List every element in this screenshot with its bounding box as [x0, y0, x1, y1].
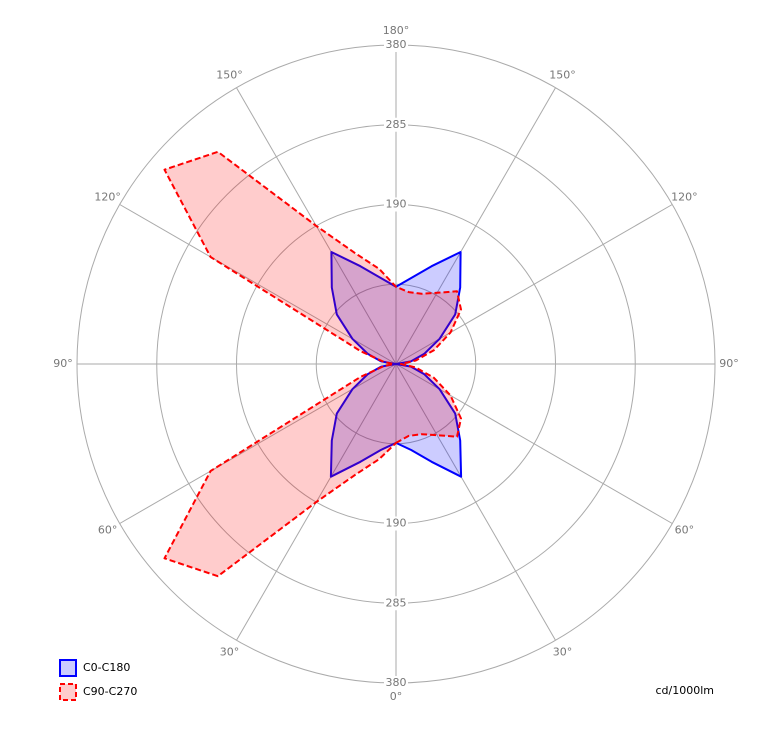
angle-label: 0° [390, 690, 403, 703]
legend-swatch [59, 683, 77, 701]
angle-label: 180° [383, 24, 410, 37]
ring-label: 380 [386, 676, 407, 689]
grid-spoke [395, 87, 556, 365]
series-area [163, 150, 462, 578]
ring-label-bg [384, 117, 408, 132]
grid-spoke [119, 363, 397, 524]
ring-label-bg [384, 516, 408, 531]
angle-label: 60° [98, 524, 118, 537]
ring-label-bg [384, 676, 408, 690]
ring-label: 285 [386, 596, 407, 609]
ring-label: 285 [386, 118, 407, 131]
angle-label: 30° [220, 645, 240, 658]
legend-label: C90-C270 [83, 685, 137, 698]
ring-label: 190 [386, 517, 407, 530]
grid-spoke [119, 204, 397, 365]
grid-spoke [395, 363, 673, 524]
ring-label: 190 [386, 198, 407, 211]
angle-label: 60° [675, 524, 695, 537]
angle-label: 150° [549, 69, 576, 82]
unit-label: cd/1000lm [655, 684, 714, 697]
ring-label: 380 [386, 38, 407, 51]
grid-spoke [395, 363, 556, 641]
ring-label-bg [384, 197, 408, 212]
grid-spoke [395, 204, 673, 365]
legend-swatch [59, 659, 77, 677]
legend-label: C0-C180 [83, 661, 130, 674]
angle-label: 30° [553, 645, 573, 658]
angle-label: 90° [719, 357, 739, 370]
angle-label: 120° [671, 191, 698, 204]
angle-label: 150° [216, 69, 243, 82]
ring-label-bg [384, 596, 408, 611]
ring-label-bg [384, 38, 408, 52]
angle-label: 90° [53, 357, 73, 370]
angle-label: 120° [94, 191, 121, 204]
